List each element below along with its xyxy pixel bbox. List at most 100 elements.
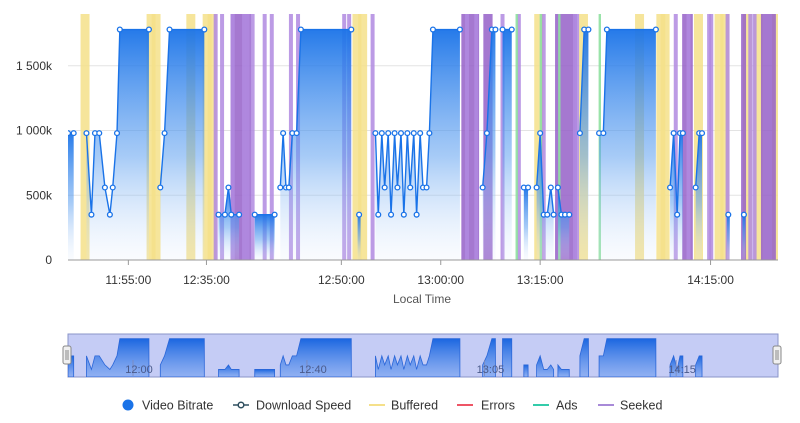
legend-item-seeked[interactable]: Seeked	[598, 399, 662, 413]
seeked-line	[288, 14, 293, 260]
bitrate-point	[221, 211, 228, 218]
bitrate-point	[537, 130, 544, 137]
bitrate-point	[145, 26, 152, 33]
bitrate-point	[101, 184, 108, 191]
bitrate-area-segment	[599, 29, 656, 260]
bitrate-area-segment	[482, 29, 496, 260]
navigator-area-segment	[482, 338, 496, 377]
bitrate-point	[725, 211, 732, 218]
bitrate-point	[667, 184, 674, 191]
y-tick-label: 1 000k	[16, 124, 53, 138]
navigator-area-segment	[695, 355, 703, 377]
bitrate-point	[166, 26, 173, 33]
bitrate-line-segment	[159, 28, 205, 188]
bitrate-area-segment	[742, 214, 746, 260]
bitrate-point	[566, 211, 573, 218]
seeked-line	[262, 14, 267, 260]
bitrate-area-segment	[357, 214, 361, 260]
legend-item-video-bitrate[interactable]: Video Bitrate	[122, 399, 214, 413]
buffered-band	[660, 14, 670, 260]
navigator-left-handle[interactable]	[62, 345, 72, 365]
seeked-line	[673, 14, 678, 260]
navigator-area-segment	[669, 354, 684, 377]
bitrate-point	[96, 130, 103, 137]
bitrate-point	[348, 26, 355, 33]
legend-label: Errors	[481, 399, 515, 413]
bitrate-point	[391, 130, 398, 137]
bitrate-point	[372, 130, 379, 137]
bitrate-point	[116, 26, 123, 33]
legend-dot-icon	[122, 399, 134, 411]
legend-item-download-speed[interactable]: Download Speed	[233, 399, 351, 413]
bitrate-point	[215, 211, 222, 218]
navigator-label: 14:15	[668, 364, 696, 376]
buffered-band	[753, 14, 763, 260]
seeked-line	[748, 14, 753, 260]
bitrate-point	[550, 211, 557, 218]
bitrate-point	[88, 211, 95, 218]
bitrate-area-segment	[670, 133, 683, 260]
seeked-band	[555, 14, 578, 260]
legend-label: Seeked	[620, 399, 662, 413]
seeked-band	[741, 14, 747, 260]
bitrate-point	[400, 211, 407, 218]
seeked-line	[245, 14, 250, 260]
bitrate-point	[407, 184, 414, 191]
navigator-area-segment	[598, 338, 657, 377]
bitrate-area-segment	[557, 187, 570, 260]
bitrate-point	[499, 26, 506, 33]
bitrate-point	[413, 211, 420, 218]
y-axis: 0 500k 1 000k 1 500k	[16, 59, 53, 267]
legend-label: Download Speed	[256, 399, 351, 413]
bitrate-area	[68, 29, 746, 260]
time-navigator[interactable]: 12:00 12:40 13:05 14:15	[62, 333, 782, 378]
buffered-band	[146, 14, 156, 260]
navigator-label: 12:00	[125, 364, 153, 376]
buffered-band	[207, 14, 217, 260]
bitrate-point	[508, 26, 515, 33]
seeked-line	[474, 14, 479, 260]
x-tick-label: 11:55:00	[105, 273, 151, 287]
legend-item-buffered[interactable]: Buffered	[369, 399, 438, 413]
bitrate-point	[585, 26, 592, 33]
bitrate-point	[456, 26, 463, 33]
bitrate-area-segment	[160, 29, 205, 260]
seeked-line	[752, 14, 757, 260]
legend-marker-icon	[237, 401, 245, 409]
bitrate-point	[378, 130, 385, 137]
x-tick-label: 12:50:00	[318, 273, 365, 287]
navigator-right-handle[interactable]	[772, 345, 782, 365]
bitrate-point	[106, 211, 113, 218]
buffered-band	[742, 14, 752, 260]
navigator-area-segment	[279, 338, 352, 377]
bitrate-point	[157, 184, 164, 191]
seeked-line	[541, 14, 546, 260]
bitrate-point	[236, 211, 243, 218]
bitrate-area-segment	[502, 29, 512, 260]
x-axis: 11:55:00 12:35:00 12:50:00 13:00:00 13:15:00…	[68, 259, 778, 287]
bitrate-point	[201, 26, 208, 33]
bitrate-point	[547, 184, 554, 191]
bitrate-point	[423, 184, 430, 191]
navigator-label: 13:05	[477, 364, 505, 376]
bitrate-point	[381, 184, 388, 191]
bitrate-point	[293, 130, 300, 137]
bitrate-point	[394, 184, 401, 191]
y-tick-label: 0	[45, 253, 52, 267]
seeked-line	[575, 14, 580, 260]
bitrate-point	[297, 26, 304, 33]
bitrate-area-segment	[280, 29, 352, 260]
bitrate-point	[576, 130, 583, 137]
buffered-band	[151, 14, 161, 260]
navigator-area-segment	[159, 338, 205, 377]
legend-label: Buffered	[391, 399, 438, 413]
seeked-line	[370, 14, 375, 260]
bitrate-point	[397, 130, 405, 137]
legend-item-errors[interactable]: Errors	[457, 399, 515, 413]
legend-item-ads[interactable]: Ads	[533, 399, 578, 413]
bitrate-point	[375, 211, 382, 218]
bitrate-point	[554, 184, 561, 191]
bitrate-point	[426, 130, 433, 137]
bitrate-point	[285, 184, 292, 191]
